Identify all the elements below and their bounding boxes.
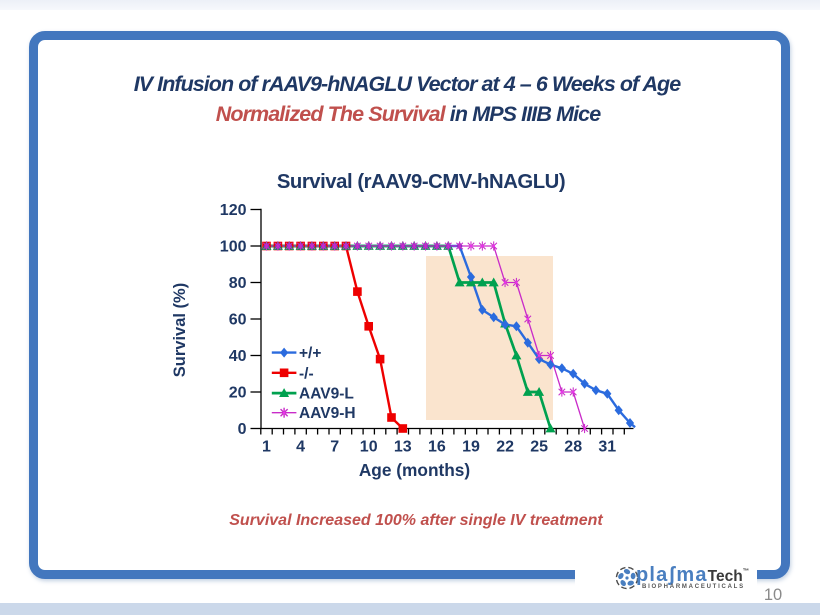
svg-text:7: 7 bbox=[330, 439, 339, 456]
svg-text:10: 10 bbox=[360, 439, 378, 456]
svg-text:22: 22 bbox=[496, 439, 514, 456]
svg-text:4: 4 bbox=[296, 439, 305, 456]
svg-text:+/+: +/+ bbox=[299, 345, 321, 362]
svg-text:100: 100 bbox=[220, 239, 247, 256]
svg-text:1: 1 bbox=[262, 439, 271, 456]
svg-text:AAV9-H: AAV9-H bbox=[299, 405, 356, 422]
svg-text:0: 0 bbox=[238, 421, 247, 438]
svg-text:Age (months): Age (months) bbox=[359, 460, 470, 480]
svg-text:28: 28 bbox=[564, 439, 582, 456]
svg-text:25: 25 bbox=[530, 439, 548, 456]
svg-text:13: 13 bbox=[394, 439, 412, 456]
svg-text:31: 31 bbox=[598, 439, 616, 456]
svg-text:Survival (%): Survival (%) bbox=[171, 283, 189, 377]
svg-text:120: 120 bbox=[220, 202, 247, 219]
svg-text:40: 40 bbox=[229, 348, 247, 365]
svg-text:20: 20 bbox=[229, 385, 247, 402]
svg-text:19: 19 bbox=[462, 439, 480, 456]
svg-text:80: 80 bbox=[229, 275, 247, 292]
svg-text:Survival (rAAV9-CMV-hNAGLU): Survival (rAAV9-CMV-hNAGLU) bbox=[277, 171, 565, 193]
svg-text:60: 60 bbox=[229, 312, 247, 329]
svg-text:-/-: -/- bbox=[299, 365, 314, 382]
svg-text:16: 16 bbox=[428, 439, 446, 456]
svg-text:AAV9-L: AAV9-L bbox=[299, 386, 354, 403]
